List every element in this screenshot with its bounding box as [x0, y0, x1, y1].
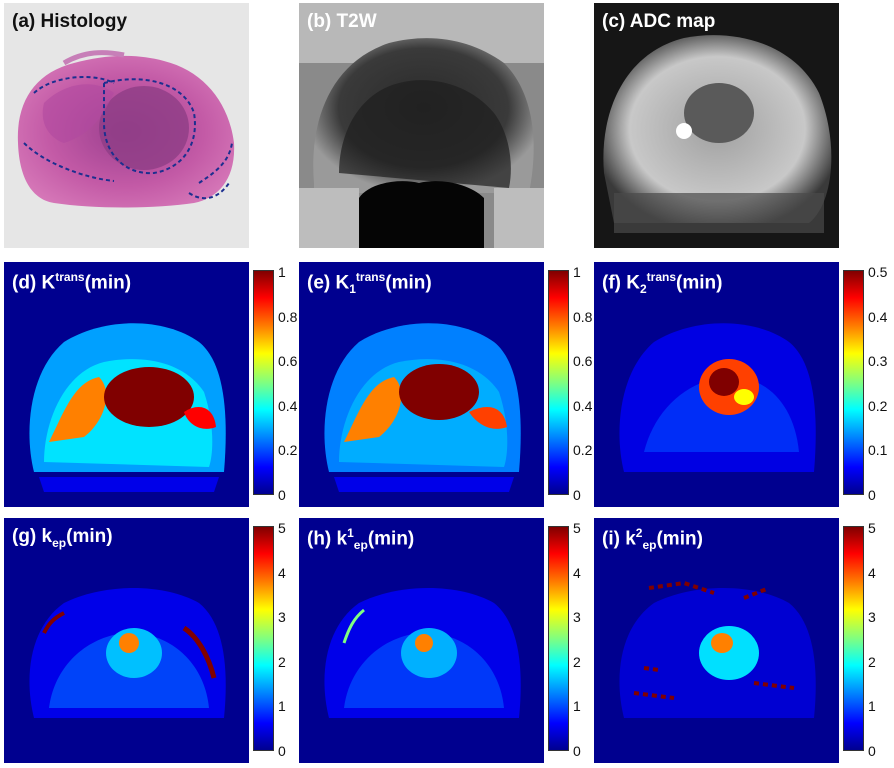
colorbar-tick: 1: [278, 698, 286, 714]
panel-t2w: (b) T2W: [299, 3, 544, 248]
colorbar-tick: 1: [573, 698, 581, 714]
colorbar-k1trans: 1 0.8 0.6 0.4 0.2 0: [548, 265, 593, 503]
colorbar-k2trans: 0.5 0.4 0.3 0.2 0.1 0: [843, 265, 893, 503]
panel-histology: (a) Histology: [4, 3, 249, 248]
panel-label: (d) Ktrans(min): [12, 270, 132, 294]
panel-k1ep: (h) k1ep(min): [299, 518, 544, 763]
colorbar-k2ep: 5 4 3 2 1 0: [843, 521, 888, 759]
colorbar-tick: 1: [868, 698, 876, 714]
colorbar-tick: 0.5: [868, 264, 888, 280]
panel-label: (c) ADC map: [602, 11, 716, 32]
panel-k2ep: (i) k2ep(min): [594, 518, 839, 763]
colorbar-tick: 4: [278, 565, 286, 581]
colorbar-tick: 0: [278, 743, 286, 759]
colorbar-tick: 0.8: [278, 309, 298, 325]
colorbar-gradient: [843, 270, 864, 495]
colorbar-tick: 0.1: [868, 442, 888, 458]
panel-adc-map: (c) ADC map: [594, 3, 839, 248]
colorbar-tick: 0.6: [278, 353, 298, 369]
panel-label: (e) K1trans(min): [307, 270, 432, 297]
colorbar-tick: 0.4: [573, 398, 593, 414]
colorbar-tick: 0.3: [868, 353, 888, 369]
k2ep-map: [619, 580, 816, 718]
kep-map: [29, 588, 226, 718]
colorbar-tick: 3: [868, 609, 876, 625]
colorbar-tick: 0: [868, 743, 876, 759]
ktrans-map: [29, 323, 226, 492]
colorbar-gradient: [253, 526, 274, 751]
colorbar-tick: 4: [573, 565, 581, 581]
panel-label: (b) T2W: [307, 11, 377, 32]
colorbar-tick: 5: [868, 520, 876, 536]
k1trans-map: [324, 323, 521, 492]
panel-ktrans: (d) Ktrans(min): [4, 262, 249, 507]
panel-k1trans: (e) K1trans(min): [299, 262, 544, 507]
colorbar-gradient: [548, 526, 569, 751]
k2trans-map: [619, 323, 816, 472]
colorbar-tick: 5: [573, 520, 581, 536]
colorbar-tick: 0: [868, 487, 876, 503]
panel-kep: (g) kep(min): [4, 518, 249, 763]
panel-label: (i) k2ep(min): [602, 526, 703, 553]
colorbar-tick: 0.6: [573, 353, 593, 369]
colorbar-tick: 3: [573, 609, 581, 625]
colorbar-tick: 2: [278, 654, 286, 670]
panel-label: (g) kep(min): [12, 526, 113, 550]
colorbar-tick: 3: [278, 609, 286, 625]
histology-image: [17, 50, 235, 208]
colorbar-tick: 1: [573, 264, 581, 280]
colorbar-kep: 5 4 3 2 1 0: [253, 521, 298, 759]
colorbar-gradient: [843, 526, 864, 751]
colorbar-tick: 2: [573, 654, 581, 670]
colorbar-tick: 2: [868, 654, 876, 670]
colorbar-k1ep: 5 4 3 2 1 0: [548, 521, 593, 759]
colorbar-tick: 0: [573, 743, 581, 759]
colorbar-tick: 0: [278, 487, 286, 503]
colorbar-tick: 5: [278, 520, 286, 536]
colorbar-tick: 0.2: [868, 398, 888, 414]
colorbar-gradient: [253, 270, 274, 495]
colorbar-tick: 0.8: [573, 309, 593, 325]
colorbar-tick: 0.4: [868, 309, 888, 325]
colorbar-tick: 4: [868, 565, 876, 581]
colorbar-tick: 0.2: [278, 442, 298, 458]
k1ep-map: [324, 588, 521, 718]
colorbar-ktrans: 1 0.8 0.6 0.4 0.2 0: [253, 265, 298, 503]
panel-label: (h) k1ep(min): [307, 526, 415, 553]
colorbar-tick: 0: [573, 487, 581, 503]
adc-map-image: [594, 3, 839, 248]
panel-k2trans: (f) K2trans(min): [594, 262, 839, 507]
t2w-image: [299, 3, 544, 248]
panel-label: (a) Histology: [12, 11, 128, 32]
colorbar-tick: 0.2: [573, 442, 593, 458]
panel-label: (f) K2trans(min): [602, 270, 723, 297]
colorbar-tick: 1: [278, 264, 286, 280]
colorbar-gradient: [548, 270, 569, 495]
colorbar-tick: 0.4: [278, 398, 298, 414]
